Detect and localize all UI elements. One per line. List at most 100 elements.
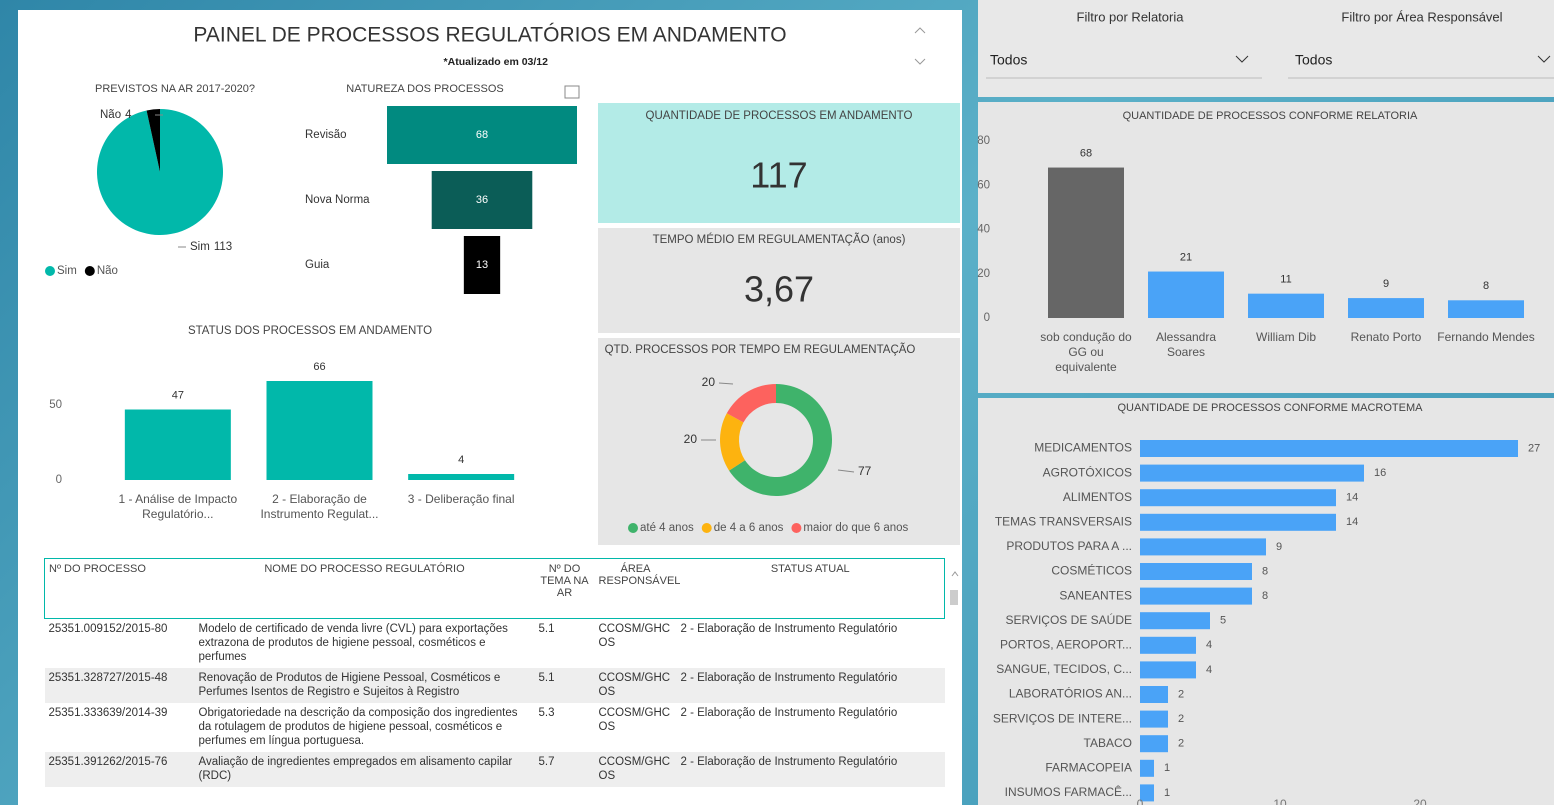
data-label: 2 <box>1178 738 1184 750</box>
table-cell: 2 - Elaboração de Instrumento Regulatóri… <box>680 707 898 719</box>
data-label-category: Sim <box>190 241 210 253</box>
y-tick-label: 0 <box>56 474 62 486</box>
scroll-up[interactable] <box>914 27 926 34</box>
funnel-bar <box>387 106 577 164</box>
table-cell: 2 - Elaboração de Instrumento Regulatóri… <box>680 623 898 635</box>
dropdown-chevron[interactable] <box>1537 55 1551 63</box>
column-header[interactable]: STATUS ATUAL <box>770 563 850 575</box>
bar <box>1140 440 1518 457</box>
data-label: 8 <box>1483 280 1489 292</box>
data-label: 2 <box>1178 688 1184 700</box>
x-tick-label: 10 <box>1273 797 1287 805</box>
data-label: 1 <box>1164 762 1170 774</box>
table-cell: 2 - Elaboração de Instrumento Regulatóri… <box>680 756 898 768</box>
y-tick-label: TABACO <box>1084 736 1132 750</box>
donut-slice <box>726 384 776 423</box>
table-row: 25351.333639/2014-39 Obrigatoriedade na d… <box>44 703 945 752</box>
y-tick-label: 20 <box>977 268 990 280</box>
leader-line <box>837 469 855 473</box>
card-title: QUANTIDADE DE PROCESSOS EM ANDAMENTO <box>646 110 913 122</box>
x-tick-label: sob condução do GG ou equivalente <box>1040 330 1132 374</box>
data-label: 36 <box>476 194 488 206</box>
column-header[interactable]: Nº DO PROCESSO <box>49 563 146 575</box>
expand-icon[interactable] <box>564 85 580 99</box>
table-cell: 5.7 <box>538 756 555 768</box>
x-tick-label: Fernando Mendes <box>1437 330 1535 344</box>
table-cell: 25351.328727/2015-48 <box>48 672 168 684</box>
data-label: 4 <box>458 454 464 466</box>
scroll-down[interactable] <box>914 58 926 65</box>
legend-label: de 4 a 6 anos <box>714 522 784 534</box>
table-row: 25351.328727/2015-48 Renovação de Produto… <box>44 668 945 703</box>
bar <box>1148 271 1224 318</box>
bar <box>1140 686 1168 703</box>
bar <box>1140 735 1168 753</box>
y-tick-label: PORTOS, AEROPORT... <box>1000 637 1132 651</box>
y-tick-label: 50 <box>49 399 62 411</box>
filter-value[interactable]: Todos <box>990 52 1027 68</box>
data-label-category: Não <box>100 109 121 121</box>
data-label: 11 <box>1280 274 1291 286</box>
bar <box>1048 167 1124 318</box>
chart-title: QTD. PROCESSOS POR TEMPO EM REGULAMENTAÇ… <box>605 343 916 356</box>
table-cell: 25351.009152/2015-80 <box>48 623 168 635</box>
y-tick-label: 40 <box>977 224 990 236</box>
data-label: 68 <box>1080 147 1092 159</box>
scroll-up[interactable] <box>951 571 959 577</box>
x-tick-label: William Dib <box>1256 330 1316 344</box>
data-label: 9 <box>1276 541 1282 553</box>
column-header[interactable]: Nº DO TEMA NA AR <box>540 563 589 599</box>
table-header: Nº DO PROCESSO NOME DO PROCESSO REGULATÓR… <box>44 558 945 619</box>
bar <box>1448 300 1524 318</box>
table-cell: 5.1 <box>538 623 555 635</box>
data-label: 20 <box>702 375 716 389</box>
column-header[interactable]: NOME DO PROCESSO REGULATÓRIO <box>264 563 465 575</box>
table-scroll[interactable] <box>950 590 958 605</box>
page-title: PAINEL DE PROCESSOS REGULATÓRIOS EM ANDA… <box>193 24 786 47</box>
bar <box>124 409 231 480</box>
data-label: 113 <box>214 241 232 253</box>
dropdown-chevron[interactable] <box>1235 55 1249 63</box>
legend-swatch <box>791 523 802 533</box>
bar <box>408 474 515 480</box>
y-tick-label: LABORATÓRIOS AN... <box>1009 686 1132 701</box>
bar <box>1140 489 1336 507</box>
card-bg <box>598 228 960 333</box>
table-row: 25351.009152/2015-80 Modelo de certificad… <box>44 618 945 668</box>
bar <box>1140 612 1210 630</box>
chart-title: PREVISTOS NA AR 2017-2020? <box>95 83 255 95</box>
data-label: 66 <box>313 361 325 373</box>
bar <box>1140 464 1364 482</box>
chart-title: STATUS DOS PROCESSOS EM ANDAMENTO <box>188 325 432 337</box>
y-tick-label: 80 <box>977 135 990 147</box>
card-value: 3,67 <box>744 269 814 310</box>
x-tick-label: 1 - Análise de Impacto Regulatório... <box>118 492 238 521</box>
y-tick-label: FARMACOPEIA <box>1045 760 1132 774</box>
data-label: 4 <box>1206 639 1212 651</box>
card-title: TEMPO MÉDIO EM REGULAMENTAÇÃO (anos) <box>653 233 906 246</box>
legend-swatch <box>628 523 638 533</box>
bar <box>1348 298 1424 318</box>
bar <box>1140 538 1266 556</box>
data-label: 16 <box>1374 467 1386 479</box>
y-tick-label: SANGUE, TECIDOS, C... <box>996 662 1132 676</box>
updated-note: *Atualizado em 03/12 <box>444 56 549 68</box>
pie-slice <box>146 109 160 172</box>
y-tick-label: ALIMENTOS <box>1063 490 1132 504</box>
category-label: Revisão <box>305 129 347 141</box>
legend-swatch <box>45 266 55 276</box>
process-table: Nº DO PROCESSO NOME DO PROCESSO REGULATÓR… <box>44 558 945 787</box>
donut-slice <box>720 413 745 471</box>
data-label: 21 <box>1180 251 1192 263</box>
column-header[interactable]: ÁREA RESPONSÁVEL <box>598 563 681 587</box>
y-tick-label: 0 <box>984 312 990 324</box>
data-label: 14 <box>1346 492 1358 504</box>
y-tick-label: SERVIÇOS DE SAÚDE <box>1006 612 1132 627</box>
bar <box>1140 563 1252 580</box>
y-tick-label: INSUMOS FARMACÊ... <box>1005 784 1132 799</box>
table-cell: Obrigatoriedade na descrição da composiç… <box>198 707 518 747</box>
x-tick-label: 3 - Deliberação final <box>407 492 515 506</box>
filter-value[interactable]: Todos <box>1295 52 1332 68</box>
